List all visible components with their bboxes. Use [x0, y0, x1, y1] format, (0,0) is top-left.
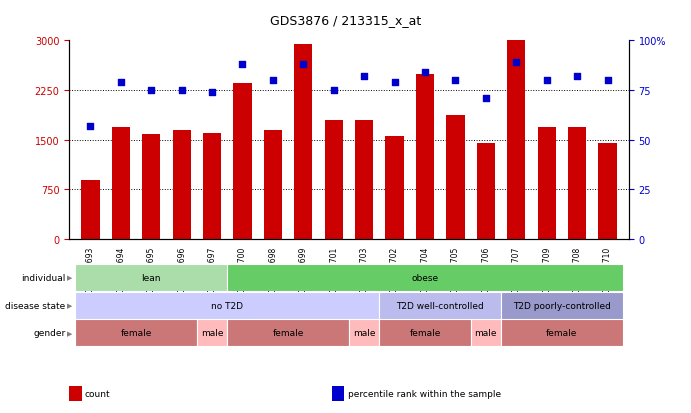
Bar	[325, 121, 343, 240]
Bar	[197, 320, 227, 347]
Text: male: male	[475, 329, 497, 337]
Bar	[598, 144, 616, 240]
Bar	[142, 135, 160, 240]
Point	[146, 88, 157, 94]
Point	[298, 62, 309, 69]
Text: female: female	[546, 329, 578, 337]
Bar	[75, 320, 197, 347]
Bar	[386, 136, 404, 240]
Bar	[477, 144, 495, 240]
Text: ▶: ▶	[67, 330, 73, 336]
Text: gender: gender	[33, 329, 66, 337]
Bar	[355, 121, 373, 240]
Point	[419, 70, 430, 76]
Bar	[501, 320, 623, 347]
Text: lean: lean	[142, 273, 161, 282]
Point	[207, 90, 218, 96]
Text: obese: obese	[411, 273, 439, 282]
Text: disease state: disease state	[6, 301, 66, 310]
Point	[541, 78, 552, 84]
Point	[237, 62, 248, 69]
Bar	[112, 127, 130, 240]
Text: individual: individual	[21, 273, 66, 282]
Bar	[501, 292, 623, 319]
Text: no T2D: no T2D	[211, 301, 243, 310]
Text: female: female	[409, 329, 441, 337]
Point	[267, 78, 278, 84]
Text: count: count	[85, 389, 111, 398]
Text: ▶: ▶	[67, 302, 73, 309]
Point	[359, 74, 370, 80]
Point	[511, 60, 522, 66]
Point	[602, 78, 613, 84]
Point	[450, 78, 461, 84]
Point	[571, 74, 583, 80]
Bar	[568, 127, 586, 240]
Bar	[227, 264, 623, 291]
Bar	[234, 84, 252, 240]
Point	[115, 80, 126, 86]
Bar	[294, 45, 312, 240]
Bar	[82, 180, 100, 240]
Point	[480, 95, 491, 102]
Point	[328, 88, 339, 94]
Bar	[349, 320, 379, 347]
Text: female: female	[120, 329, 152, 337]
Text: T2D well-controlled: T2D well-controlled	[397, 301, 484, 310]
Bar	[75, 292, 379, 319]
Bar	[416, 74, 434, 240]
Bar	[379, 292, 501, 319]
Bar	[264, 131, 282, 240]
Text: male: male	[353, 329, 375, 337]
Bar	[538, 127, 556, 240]
Bar	[446, 116, 464, 240]
Text: female: female	[272, 329, 304, 337]
Point	[85, 123, 96, 130]
Bar	[75, 264, 227, 291]
Bar	[379, 320, 471, 347]
Point	[176, 88, 187, 94]
Bar	[173, 131, 191, 240]
Bar	[507, 41, 525, 240]
Bar	[471, 320, 501, 347]
Bar	[227, 320, 349, 347]
Point	[389, 80, 400, 86]
Text: male: male	[201, 329, 223, 337]
Text: ▶: ▶	[67, 275, 73, 281]
Bar	[203, 134, 221, 240]
Text: GDS3876 / 213315_x_at: GDS3876 / 213315_x_at	[270, 14, 421, 27]
Text: percentile rank within the sample: percentile rank within the sample	[348, 389, 501, 398]
Text: T2D poorly-controlled: T2D poorly-controlled	[513, 301, 611, 310]
